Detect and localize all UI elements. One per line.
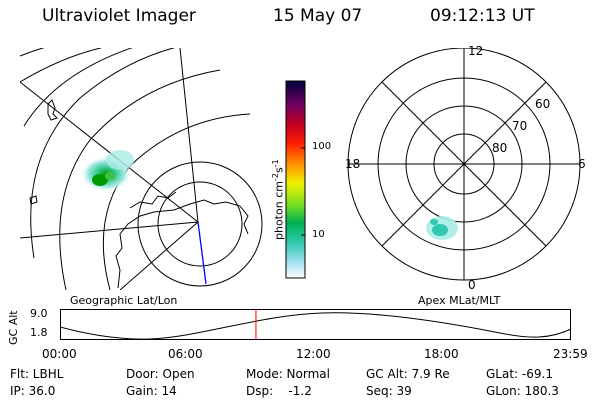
altitude-timeseries bbox=[60, 309, 572, 340]
polar-plot bbox=[347, 48, 581, 281]
lat-ring-70-label: 70 bbox=[512, 119, 528, 133]
imager-title: Ultraviolet Imager bbox=[42, 6, 196, 26]
meridian-line bbox=[119, 221, 199, 290]
meridian-line bbox=[179, 48, 199, 223]
pole-circle-inner bbox=[137, 161, 263, 287]
glon-info: GLon: 180.3 bbox=[486, 384, 559, 398]
latitude-arc bbox=[102, 113, 251, 290]
coastline-highlight bbox=[197, 221, 207, 285]
colorbar-tick-100: 100 bbox=[312, 141, 332, 152]
colorbar-unit-label: photon cm-2s-1 bbox=[271, 159, 286, 240]
mlt-12-label: 12 bbox=[468, 44, 484, 58]
latitude-arc bbox=[23, 48, 133, 127]
lat-ring-80-label: 80 bbox=[492, 141, 508, 155]
meridian-line bbox=[20, 81, 199, 223]
glat-info: GLat: -69.1 bbox=[486, 367, 553, 381]
dsp-info: Dsp: -1.2 bbox=[246, 384, 312, 398]
mlt-6-label: 6 bbox=[578, 157, 586, 171]
time-tick-2359: 23:59 bbox=[553, 347, 588, 361]
latitude-arc bbox=[20, 48, 45, 57]
gc-alt-ylabel: GC Alt bbox=[7, 310, 20, 345]
gc-alt-info: GC Alt: 7.9 Re bbox=[366, 367, 450, 381]
colorbar-tick-10: 10 bbox=[312, 229, 325, 240]
latitude-arc bbox=[59, 69, 221, 290]
gc-alt-ymax: 9.0 bbox=[30, 307, 48, 320]
time-tick-0000: 00:00 bbox=[42, 347, 77, 361]
aurora-emission bbox=[430, 219, 438, 225]
colorbar bbox=[285, 80, 306, 279]
coastline bbox=[29, 195, 38, 205]
aurora-emission bbox=[105, 172, 115, 180]
mlt-0-label: 0 bbox=[468, 278, 476, 292]
meridian-line bbox=[20, 221, 199, 239]
aurora-emission bbox=[106, 150, 134, 170]
mlt-18-label: 18 bbox=[345, 157, 361, 171]
mlt-diagonal bbox=[381, 81, 547, 247]
coastline bbox=[47, 99, 58, 121]
time-label: 09:12:13 UT bbox=[430, 6, 535, 26]
aurora-emission bbox=[92, 174, 108, 186]
geo-panel-label: Geographic Lat/Lon bbox=[70, 294, 178, 307]
ip-info: IP: 36.0 bbox=[10, 384, 56, 398]
door-info: Door: Open bbox=[126, 367, 195, 381]
date-label: 15 May 07 bbox=[273, 6, 363, 26]
coastline bbox=[129, 191, 177, 209]
pole-circle bbox=[157, 181, 243, 267]
gc-alt-ymin: 1.8 bbox=[30, 326, 48, 339]
filter-info: Flt: LBHL bbox=[10, 367, 64, 381]
geographic-map bbox=[20, 48, 263, 290]
gain-info: Gain: 14 bbox=[126, 384, 177, 398]
mode-info: Mode: Normal bbox=[246, 367, 330, 381]
aurora-emission bbox=[432, 224, 448, 236]
time-tick-1200: 12:00 bbox=[296, 347, 331, 361]
latitude-arc bbox=[20, 48, 103, 83]
coastline bbox=[115, 199, 249, 289]
seq-info: Seq: 39 bbox=[366, 384, 412, 398]
lat-ring-60-label: 60 bbox=[535, 97, 551, 111]
time-tick-0600: 06:00 bbox=[168, 347, 203, 361]
altitude-curve bbox=[60, 312, 572, 340]
polar-panel-label: Apex MLat/MLT bbox=[418, 294, 501, 307]
time-tick-1800: 18:00 bbox=[424, 347, 459, 361]
